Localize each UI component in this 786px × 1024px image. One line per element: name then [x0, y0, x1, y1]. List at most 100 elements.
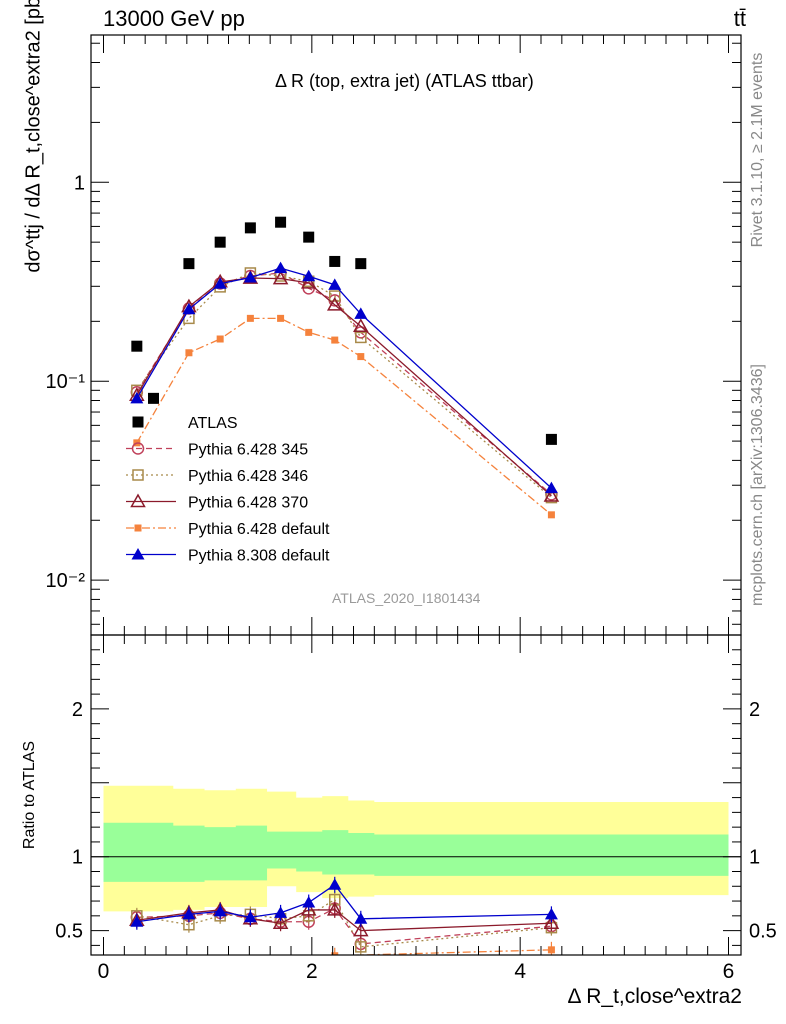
- ratio-point: [272, 915, 289, 929]
- data-point: [355, 258, 367, 270]
- data-point: [329, 255, 341, 267]
- x-tick-label: 2: [306, 960, 318, 983]
- main-plot-series: [129, 216, 560, 519]
- ratio-point: [353, 922, 369, 937]
- legend-marker: [132, 416, 144, 428]
- rivet-version-label: Rivet 3.1.10, ≥ 2.1M events: [749, 52, 766, 248]
- data-point: [355, 331, 367, 344]
- ratio-point: [543, 915, 560, 929]
- legend-marker: [131, 442, 145, 455]
- ratio-point: [328, 878, 342, 890]
- series-line-pythia-6-428-370: [136, 277, 552, 497]
- data-point: [544, 481, 558, 494]
- data-point: [305, 328, 313, 336]
- data-point: [148, 392, 159, 404]
- mcplots-reference-label: mcplots.cern.ch [arXiv:1306.3436]: [749, 364, 766, 606]
- x-tick-label: 0: [98, 960, 110, 983]
- legend-label: Pythia 6.428 346: [188, 468, 308, 485]
- legend-marker: [131, 548, 145, 560]
- y-tick-label: 10⁻²: [46, 570, 86, 592]
- series-line-pythia-6-428-345: [136, 272, 552, 495]
- data-point: [272, 270, 289, 285]
- ratio-point: [544, 907, 558, 920]
- ratio-y-tick-label-right: 2: [749, 699, 760, 721]
- data-point: [329, 290, 341, 302]
- data-point: [244, 222, 256, 234]
- data-point: [353, 318, 369, 332]
- x-tick-label: 4: [514, 960, 526, 983]
- ratio-y-tick-label: 2: [72, 699, 83, 721]
- data-point: [303, 231, 315, 243]
- legend-entry-pythia-8-308-default: Pythia 8.308 default: [126, 548, 330, 565]
- data-point: [274, 261, 288, 274]
- legend-label: ATLAS: [188, 415, 238, 432]
- data-point: [214, 236, 226, 248]
- legend-entry-pythia-6-428-370: Pythia 6.428 370: [126, 493, 308, 512]
- legend-entry-pythia-6-428-345: Pythia 6.428 345: [126, 442, 308, 459]
- ratio-point: [213, 904, 227, 917]
- ratio-point: [326, 901, 343, 916]
- main-y-axis-label: dσ^ttj / dΔ R_t,close^extra2 [pb]: [22, 0, 45, 273]
- data-point: [547, 511, 555, 519]
- data-point: [183, 258, 195, 270]
- ratio-point: [302, 896, 316, 908]
- data-point: [328, 278, 342, 290]
- ratio-point: [354, 912, 368, 924]
- series-atlas: [131, 216, 557, 445]
- y-tick-label: 1: [74, 172, 85, 194]
- ratio-series-pythia-8-308-default: [130, 876, 558, 930]
- main-plot-frame: [90, 34, 742, 636]
- legend-marker: [132, 469, 144, 481]
- ratio-point: [331, 952, 339, 955]
- header-process-label: 13000 GeV pp: [103, 6, 245, 31]
- data-point: [243, 271, 257, 283]
- header-final-state-label: tt̄: [733, 6, 746, 31]
- series-pythia-8-308-default: [130, 261, 558, 494]
- ratio-y-tick-label-right: 1: [749, 847, 760, 869]
- ratio-point: [243, 910, 257, 923]
- ratio-y-tick-label: 0.5: [55, 921, 83, 943]
- data-point: [130, 391, 144, 404]
- data-point: [300, 274, 317, 289]
- data-point: [354, 307, 368, 319]
- data-point: [543, 487, 560, 502]
- legend-marker: [134, 524, 142, 532]
- data-point: [216, 335, 224, 343]
- legend-entry-atlas: ATLAS: [132, 415, 238, 432]
- data-point: [182, 302, 196, 315]
- data-point: [326, 296, 343, 311]
- legend-label: Pythia 6.428 default: [188, 521, 330, 538]
- series-pythia-6-428-370: [129, 270, 560, 502]
- main-plot-title: Δ R (top, extra jet) (ATLAS ttbar): [275, 71, 534, 91]
- plot-frames: 10⁻² 10⁻¹ 1 0 2 4 6 0.5 0.5 1 1 2 2: [46, 34, 777, 983]
- legend-label: Pythia 6.428 345: [188, 442, 308, 459]
- series-pythia-6-428-default: [133, 314, 555, 519]
- x-axis-label: Δ R_t,close^extra2: [567, 985, 742, 1008]
- x-tick-label: 6: [723, 960, 735, 983]
- data-point: [545, 433, 557, 445]
- ratio-band-stat-uncertainty: [103, 822, 729, 882]
- data-point: [275, 216, 287, 228]
- data-point: [357, 353, 365, 361]
- watermark-analysis-id: ATLAS_2020_I1801434: [332, 590, 481, 606]
- legend-marker: [130, 493, 146, 508]
- ratio-point: [300, 901, 317, 916]
- ratio-uncertainty-bands: [91, 785, 741, 912]
- ratio-y-tick-label: 1: [72, 847, 83, 869]
- legend-label: Pythia 6.428 370: [188, 495, 308, 512]
- data-point: [213, 277, 227, 289]
- data-point: [131, 340, 143, 352]
- ratio-y-tick-label-right: 0.5: [749, 921, 777, 943]
- data-point: [185, 349, 193, 357]
- ratio-point: [130, 915, 144, 927]
- legend: ATLAS Pythia 6.428 345 Pythia 6.428 346 Pyt…: [126, 415, 330, 565]
- data-point: [246, 314, 254, 322]
- data-point: [331, 336, 339, 344]
- legend-label: Pythia 8.308 default: [188, 548, 330, 565]
- legend-entry-pythia-6-428-default: Pythia 6.428 default: [126, 521, 330, 538]
- y-tick-label: 10⁻¹: [46, 371, 86, 393]
- legend-entry-pythia-6-428-346: Pythia 6.428 346: [126, 468, 308, 485]
- ratio-point: [274, 906, 288, 918]
- data-point: [302, 269, 316, 282]
